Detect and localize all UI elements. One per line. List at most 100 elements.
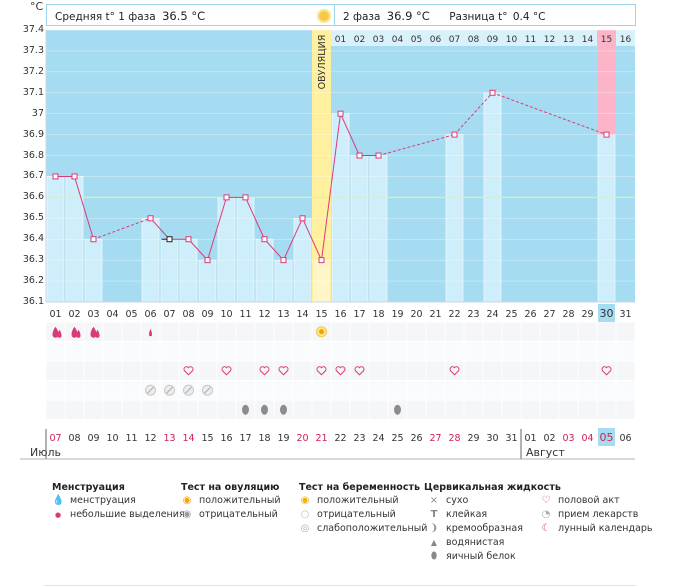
calendar-date-label: 08: [68, 433, 80, 444]
legend-menstruation-title: Менструация: [52, 482, 125, 493]
marker-cell: [521, 322, 540, 341]
marker-cell: [331, 322, 350, 341]
intercourse-heart-icon: [316, 366, 327, 376]
marker-cell: [407, 361, 426, 380]
calendar-date-label: 28: [448, 433, 460, 444]
phase2-day-label: 14: [582, 35, 594, 45]
legend-spotting-item: ● небольшие выделения: [52, 509, 185, 520]
temperature-bar: [179, 238, 198, 303]
intercourse-heart-icon: [601, 366, 612, 376]
egg-white-icon: [242, 404, 249, 415]
small-drop-icon: ●: [54, 511, 62, 519]
bottom-divider: [44, 585, 636, 586]
temperature-line-segment: [340, 113, 360, 156]
marker-cell: [464, 381, 483, 400]
phase2-label: 2 фаза: [343, 11, 381, 23]
temperature-bar: [255, 238, 274, 303]
marker-cell: [84, 381, 103, 400]
marker-cell: [160, 361, 179, 380]
temperature-line-segment: [283, 218, 303, 261]
legend-label: яичный белок: [446, 551, 516, 562]
y-tick-label: 37.1: [22, 86, 44, 98]
phase2-day-cell: [407, 30, 426, 46]
marker-cell: [426, 342, 445, 361]
marker-cell: [388, 361, 407, 380]
phase1-value: 36.5 °C: [162, 9, 206, 23]
temperature-line-segment: [150, 217, 170, 240]
marker-cell: [464, 361, 483, 380]
temperature-point: [185, 236, 192, 243]
phase2-day-cell: [540, 30, 559, 46]
calendar-date-label: 04: [581, 433, 593, 444]
marker-cell: [464, 342, 483, 361]
y-tick-label: 36.4: [22, 233, 44, 245]
marker-cell: [179, 400, 198, 419]
marker-cell: [502, 361, 521, 380]
calendar-date-label: 06: [619, 433, 631, 444]
marker-cell: [445, 400, 464, 419]
legend-cervical-creamy: ❩ кремообразная: [428, 523, 523, 534]
phase2-day-label: 11: [525, 35, 536, 45]
phase2-day-label: 15: [601, 35, 612, 45]
marker-cell: [464, 400, 483, 419]
gray-circle-icon: ◉: [182, 509, 192, 520]
marker-cell: [426, 361, 445, 380]
phase2-day-cell: [350, 30, 369, 46]
menstruation-drop-icon: [71, 326, 78, 338]
cycle-day-label: 09: [201, 309, 213, 320]
marker-cell: [578, 381, 597, 400]
cycle-day-label: 22: [448, 309, 460, 320]
marker-cell: [255, 322, 274, 341]
legend-pregnancy-title: Тест на беременность: [299, 482, 420, 493]
marker-cell: [217, 322, 236, 341]
marker-cell: [160, 342, 179, 361]
t-icon: T: [430, 509, 438, 520]
legend-label: прием лекарств: [558, 509, 639, 520]
marker-cell: [559, 400, 578, 419]
phase2-day-cell: [502, 30, 521, 46]
y-tick-label: 36.9: [22, 128, 44, 140]
marker-cell: [103, 400, 122, 419]
marker-cell: [597, 381, 616, 400]
phase2-day-label: 09: [487, 35, 499, 45]
calendar-date-label: 25: [391, 433, 403, 444]
marker-cell: [578, 361, 597, 380]
marker-cell: [274, 361, 293, 380]
phase2-day-label: 08: [468, 35, 480, 45]
marker-cell: [369, 342, 388, 361]
marker-cell: [46, 342, 65, 361]
marker-cell: [179, 322, 198, 341]
egg-white-icon: [261, 404, 268, 415]
cycle-day-label: 14: [296, 309, 308, 320]
temperature-point: [204, 257, 211, 264]
marker-cell: [274, 342, 293, 361]
cycle-day-label: 19: [391, 309, 403, 320]
calendar-date-label: 07: [49, 433, 61, 444]
marker-cell: [65, 342, 84, 361]
intercourse-heart-icon: [259, 366, 270, 376]
marker-cell: [293, 322, 312, 341]
marker-cell: [483, 361, 502, 380]
legend-label: слабоположительный: [317, 523, 428, 534]
marker-cell: [483, 381, 502, 400]
watery-icon: ▲: [430, 538, 438, 547]
marker-cell: [293, 361, 312, 380]
legend-label: клейкая: [446, 509, 488, 520]
marker-cell: [597, 322, 616, 341]
marker-cell: [540, 381, 559, 400]
marker-cell: [597, 361, 616, 380]
legend-cervical-watery: ▲ водянистая: [428, 537, 504, 548]
phase2-day-label: 03: [373, 35, 384, 45]
marker-cell: [369, 381, 388, 400]
marker-cell: [578, 400, 597, 419]
marker-cell: [84, 361, 103, 380]
marker-cell: [198, 400, 217, 419]
legend-label: отрицательный: [317, 509, 396, 520]
legend-intercourse: ♡ половой акт: [540, 495, 620, 506]
marker-cell: [616, 322, 635, 341]
y-tick-label: 36.3: [22, 254, 44, 266]
white-circle-icon: ○: [300, 509, 310, 520]
marker-cell: [331, 361, 350, 380]
cycle-day-label: 15: [315, 309, 327, 320]
